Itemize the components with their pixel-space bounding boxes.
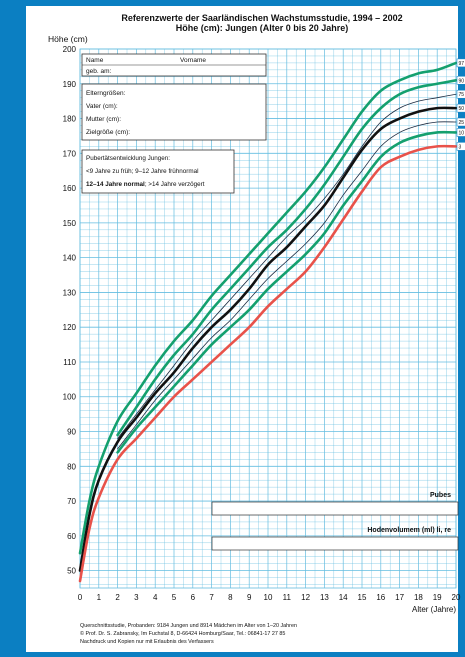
chart-title: Referenzwerte der Saarländischen Wachstu… <box>121 13 402 23</box>
x-tick-labels: 0 1 2 3 4 5 6 7 8 9 10 11 12 13 14 15 16 17 18 19 20 <box>78 593 461 602</box>
puberty-title: Pubertätsentwicklung Jungen: <box>86 155 170 162</box>
hodenvolumen-label: Hodenvolumem (ml) li, re <box>367 527 451 534</box>
x-tick-label: 15 <box>358 593 367 602</box>
percentile-tab-label-50: 50 <box>459 106 465 112</box>
percentile-tab-label-97: 97 <box>459 61 465 67</box>
x-tick-label: 2 <box>115 593 120 602</box>
y-tick-label: 190 <box>63 80 77 89</box>
percentile-tab-50 <box>456 103 465 113</box>
x-tick-label: 20 <box>452 593 461 602</box>
percentile-curves <box>78 61 458 583</box>
x-tick-label: 19 <box>433 593 442 602</box>
x-tick-label: 9 <box>247 593 252 602</box>
y-tick-label: 80 <box>67 462 76 471</box>
y-tick-label: 200 <box>63 45 77 54</box>
y-tick-label: 140 <box>63 254 77 263</box>
hodenvolumen-input-row[interactable] <box>211 536 459 551</box>
x-tick-label: 10 <box>264 593 273 602</box>
x-tick-label: 17 <box>395 593 404 602</box>
x-tick-label: 12 <box>301 593 310 602</box>
footer-line1: Querschnittsstudie, Probanden: 9184 Jung… <box>80 623 297 629</box>
puberty-line2-bold: 12–14 Jahre normal <box>86 181 145 188</box>
y-tick-label: 100 <box>63 393 77 402</box>
percentile-tab-10 <box>456 128 465 137</box>
puberty-line2: 12–14 Jahre normal; >14 Jahre verzögert <box>86 181 205 188</box>
y-tick-label: 160 <box>63 184 77 193</box>
y-tick-label: 110 <box>63 358 76 367</box>
footer-line2: © Prof. Dr. S. Zabransky, Im Fuchstal 8,… <box>80 630 285 637</box>
percentile-tab-label-3: 3 <box>459 144 462 150</box>
percentile-line-25 <box>117 121 457 450</box>
percentile-line-97 <box>78 61 458 555</box>
pubes-label: Pubes <box>430 492 451 499</box>
y-axis-label: Höhe (cm) <box>48 34 88 44</box>
puberty-line2-rest: ; >14 Jahre verzögert <box>145 181 205 188</box>
name-box: Name Vorname geb. am: <box>81 53 267 77</box>
x-tick-label: 18 <box>414 593 423 602</box>
x-tick-label: 3 <box>134 593 139 602</box>
pubes-input-row[interactable] <box>211 501 459 516</box>
percentile-tab-25 <box>456 117 465 127</box>
percentile-line-90 <box>116 79 458 437</box>
x-axis-label: Alter (Jahre) <box>412 605 456 614</box>
percentile-line-50 <box>78 106 458 572</box>
percentile-tab-75 <box>456 89 465 99</box>
percentile-line-10 <box>116 130 458 454</box>
y-tick-label: 150 <box>63 219 77 228</box>
x-tick-label: 1 <box>97 593 102 602</box>
mutter-label: Mutter (cm): <box>86 116 121 123</box>
geb-label: geb. am: <box>86 68 111 75</box>
chart-subtitle: Höhe (cm): Jungen (Alter 0 bis 20 Jahre) <box>176 23 349 33</box>
pubes-field: Pubes <box>211 492 459 516</box>
y-tick-labels: 50 60 70 80 90 100 110 120 130 140 150 160 170 180 190… <box>63 45 77 576</box>
percentile-tab-label-75: 75 <box>459 92 465 98</box>
puberty-line1: <9 Jahre zu früh; 9–12 Jahre frühnormal <box>86 168 199 175</box>
percentile-tab-97 <box>456 58 465 68</box>
x-tick-label: 6 <box>191 593 196 602</box>
x-tick-label: 0 <box>78 593 83 602</box>
y-tick-label: 130 <box>63 288 77 297</box>
y-tick-label: 90 <box>67 428 76 437</box>
y-tick-label: 50 <box>67 567 76 576</box>
x-tick-label: 5 <box>172 593 177 602</box>
percentile-tab-label-90: 90 <box>459 78 465 84</box>
parent-heights-box: Elterngrößen: Vater (cm): Mutter (cm): Z… <box>81 83 267 141</box>
y-tick-label: 120 <box>63 323 77 332</box>
x-tick-label: 8 <box>228 593 233 602</box>
y-tick-label: 170 <box>63 149 77 158</box>
percentile-line-3 <box>78 144 458 583</box>
x-tick-label: 16 <box>376 593 385 602</box>
percentile-tabs: 97 90 75 50 25 10 3 <box>456 58 465 151</box>
x-tick-label: 13 <box>320 593 329 602</box>
y-tick-label: 60 <box>67 532 76 541</box>
elterngroessen-label: Elterngrößen: <box>86 90 126 97</box>
hodenvolumen-field: Hodenvolumem (ml) li, re <box>211 527 459 551</box>
zielgroesse-label: Zielgröße (cm): <box>86 129 130 136</box>
y-tick-label: 70 <box>67 497 76 506</box>
percentile-tab-90 <box>456 76 465 85</box>
vorname-label: Vorname <box>180 57 206 64</box>
name-label: Name <box>86 57 104 64</box>
percentile-tab-label-25: 25 <box>459 120 465 126</box>
puberty-box: Pubertätsentwicklung Jungen: <9 Jahre zu… <box>81 149 235 194</box>
x-tick-label: 7 <box>209 593 214 602</box>
vater-label: Vater (cm): <box>86 103 118 110</box>
percentile-tab-label-10: 10 <box>459 130 465 136</box>
y-tick-label: 180 <box>63 115 77 124</box>
percentile-tab-3 <box>456 142 465 151</box>
percentile-line-75 <box>117 93 457 439</box>
x-tick-label: 4 <box>153 593 158 602</box>
x-tick-label: 14 <box>339 593 348 602</box>
footer-line3: Nachdruck und Kopien nur mit Erlaubnis d… <box>80 639 214 645</box>
x-tick-label: 11 <box>283 593 292 602</box>
